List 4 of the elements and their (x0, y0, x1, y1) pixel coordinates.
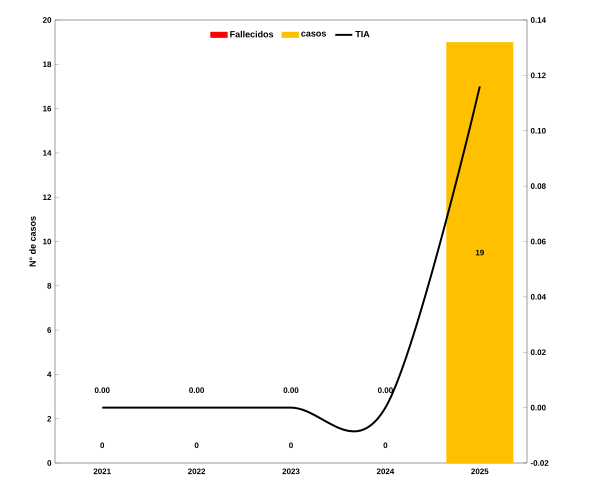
legend-label: TIA (355, 30, 370, 38)
legend-label: Fallecidos (230, 30, 274, 38)
legend-label: casos (301, 32, 326, 37)
y-axis-title: N° de casos (29, 216, 36, 266)
